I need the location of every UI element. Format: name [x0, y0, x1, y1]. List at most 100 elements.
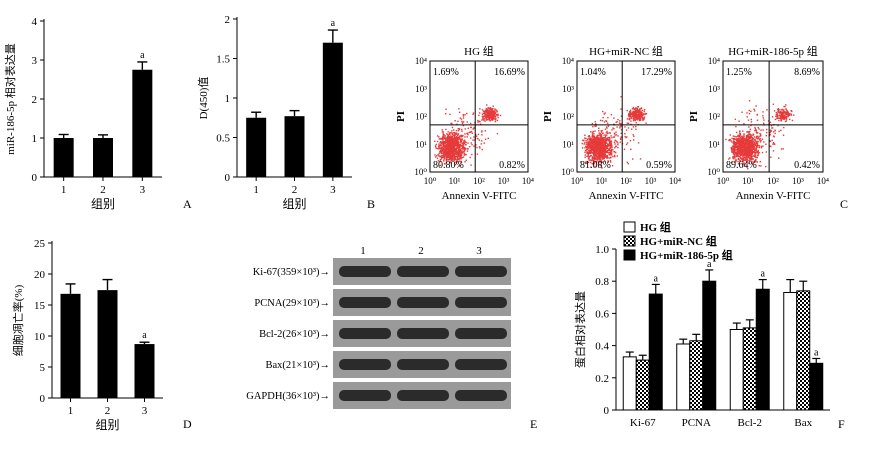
scatter-point	[733, 145, 735, 147]
scatter-point	[476, 146, 478, 149]
scatter-point	[728, 139, 731, 141]
scatter-point	[738, 148, 741, 150]
x-tick-label: 10²	[767, 176, 779, 186]
scatter-point	[748, 143, 750, 146]
scatter-point	[599, 145, 602, 148]
scatter-point	[445, 150, 448, 152]
scatter-point	[459, 164, 461, 166]
scatter-point	[606, 151, 608, 153]
scatter-point	[451, 138, 453, 141]
scatter-point	[750, 136, 752, 138]
scatter-point	[748, 154, 751, 156]
scatter-point	[458, 165, 461, 167]
scatter-point	[752, 151, 754, 154]
scatter-point	[737, 148, 739, 150]
scatter-point	[640, 111, 642, 114]
scatter-point	[637, 142, 640, 144]
scatter-point	[484, 120, 486, 122]
scatter-point	[595, 154, 597, 156]
scatter-point	[620, 136, 622, 138]
scatter-point	[458, 148, 461, 151]
scatter-point	[492, 105, 494, 107]
scatter-point	[613, 128, 615, 130]
bar	[742, 327, 757, 411]
scatter-point	[603, 145, 606, 147]
scatter-point	[746, 131, 748, 133]
scatter-point	[627, 162, 629, 165]
scatter-point	[599, 137, 601, 139]
scatter-point	[457, 148, 460, 151]
scatter-point	[595, 160, 597, 163]
scatter-point	[753, 147, 755, 150]
scatter-point	[605, 156, 608, 158]
y-tick-label: 2	[32, 94, 38, 106]
scatter-point	[749, 151, 751, 153]
scatter-point	[729, 157, 731, 159]
scatter-point	[747, 141, 750, 143]
scatter-point	[628, 118, 631, 120]
scatter-point	[601, 167, 603, 169]
scatter-point	[615, 134, 618, 136]
scatter-point	[629, 139, 632, 142]
scatter-point	[481, 130, 483, 132]
scatter-point	[758, 128, 760, 130]
scatter-point	[641, 115, 644, 117]
scatter-point	[732, 153, 735, 155]
scatter-point	[600, 139, 602, 141]
scatter-point	[754, 161, 757, 163]
scatter-point	[453, 132, 455, 134]
scatter-point	[595, 148, 597, 150]
scatter-point	[463, 142, 465, 144]
bar	[53, 138, 74, 177]
scatter-point	[462, 135, 464, 137]
scatter-point	[444, 140, 447, 143]
scatter-point	[434, 145, 437, 147]
scatter-point	[494, 119, 497, 121]
scatter-point	[456, 142, 458, 144]
scatter-point	[758, 145, 761, 147]
scatter-point	[750, 135, 752, 137]
scatter-point	[438, 144, 440, 147]
bar	[93, 138, 113, 177]
scatter-point	[738, 142, 740, 144]
scatter-point	[585, 145, 587, 147]
scatter-point	[602, 140, 605, 142]
x-tick-label: 10⁴	[817, 176, 829, 186]
scatter-point	[445, 108, 447, 110]
scatter-point	[585, 143, 587, 145]
scatter-point	[754, 129, 756, 132]
scatter-point	[731, 146, 733, 148]
x-axis-label: 组别	[91, 197, 115, 211]
scatter-point	[734, 135, 736, 138]
scatter-point	[586, 141, 588, 144]
scatter-point	[589, 141, 592, 144]
scatter-point	[600, 151, 603, 153]
scatter-point	[590, 151, 593, 154]
scatter-point	[441, 141, 443, 143]
scatter-point	[489, 120, 491, 122]
protein-band	[339, 328, 391, 339]
scatter-point	[596, 150, 598, 153]
scatter-point	[451, 132, 453, 134]
scatter-point	[443, 151, 446, 153]
y-tick-label: 1	[225, 93, 231, 105]
scatter-point	[746, 138, 749, 140]
scatter-point	[745, 154, 747, 156]
scatter-point	[454, 120, 456, 122]
scatter-point	[600, 134, 603, 136]
scatter-point	[609, 132, 611, 134]
scatter-point	[488, 112, 490, 115]
scatter-point	[771, 116, 774, 118]
scatter-point	[446, 154, 449, 157]
scatter-point	[600, 131, 603, 133]
scatter-point	[760, 129, 762, 131]
scatter-point	[746, 116, 748, 118]
scatter-point	[744, 138, 747, 141]
protein-band	[397, 359, 449, 370]
scatter-point	[463, 148, 465, 150]
scatter-point	[594, 140, 597, 142]
scatter-point	[598, 138, 601, 141]
scatter-point	[736, 150, 739, 152]
scatter-point	[740, 149, 742, 151]
scatter-point	[730, 140, 732, 142]
